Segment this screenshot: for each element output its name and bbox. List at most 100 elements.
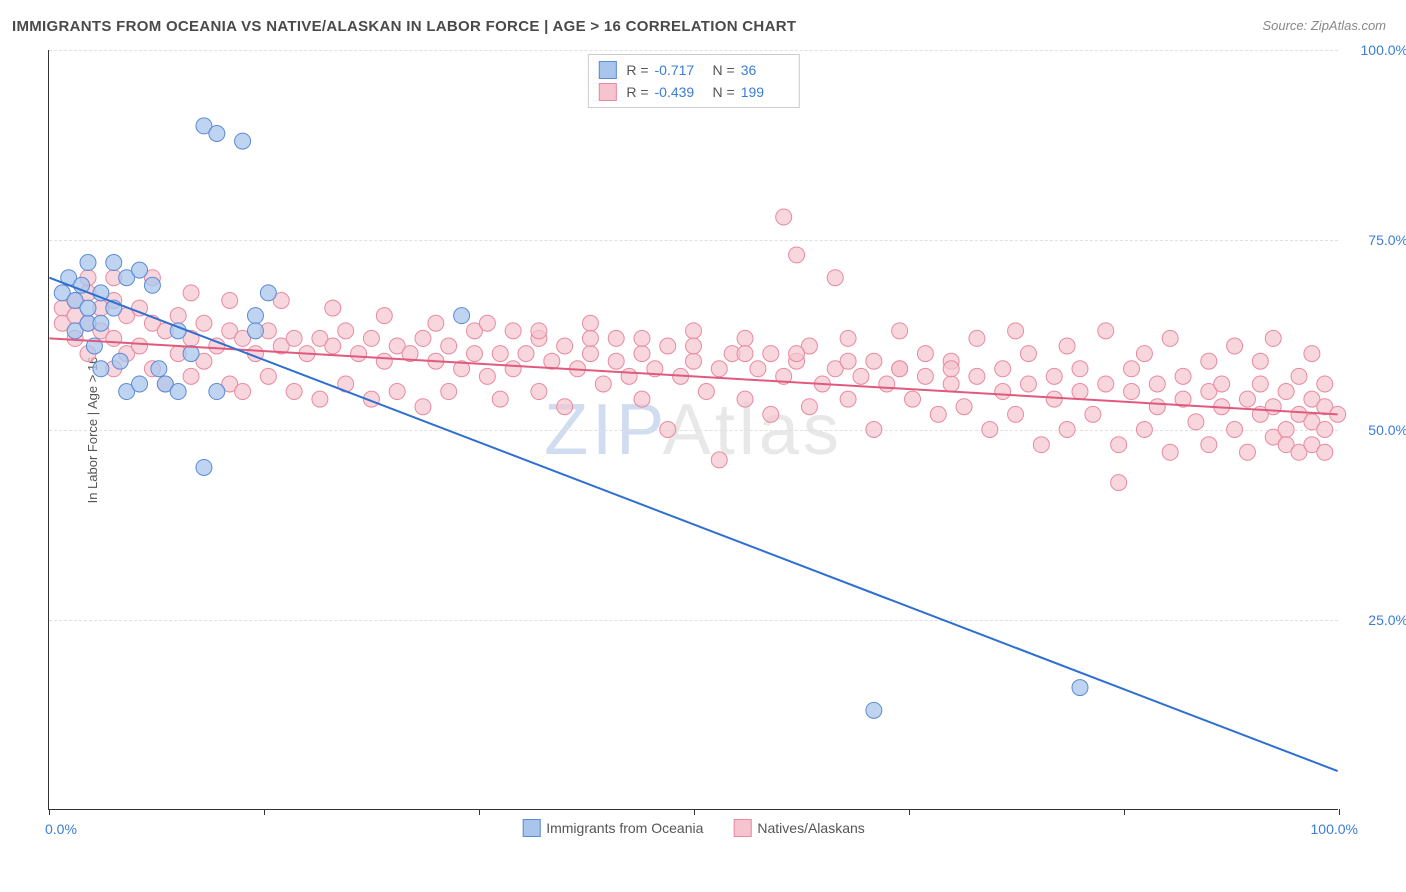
r-label-2: R = (626, 84, 648, 100)
pink-point (866, 353, 882, 369)
chart-svg (49, 50, 1338, 809)
pink-point (879, 376, 895, 392)
pink-point (930, 406, 946, 422)
blue-point (866, 702, 882, 718)
blue-n-value: 36 (741, 62, 789, 78)
pink-point (325, 300, 341, 316)
pink-point (982, 422, 998, 438)
pink-point (634, 346, 650, 362)
pink-r-value: -0.439 (655, 84, 703, 100)
pink-point (995, 361, 1011, 377)
x-axis-min-label: 0.0% (45, 821, 77, 837)
pink-point (479, 368, 495, 384)
pink-point (1124, 361, 1140, 377)
pink-point (776, 209, 792, 225)
pink-point (1278, 384, 1294, 400)
blue-point (106, 255, 122, 271)
pink-point (441, 384, 457, 400)
swatch-pink (598, 83, 616, 101)
pink-point (582, 330, 598, 346)
pink-point (376, 353, 392, 369)
swatch-pink-legend (733, 819, 751, 837)
stats-row-blue: R = -0.717 N = 36 (598, 59, 788, 81)
pink-point (608, 353, 624, 369)
blue-point (93, 361, 109, 377)
pink-point (1317, 422, 1333, 438)
pink-point (1033, 437, 1049, 453)
pink-point (557, 338, 573, 354)
blue-point (454, 308, 470, 324)
blue-point (1072, 680, 1088, 696)
bottom-legend: Immigrants from Oceania Natives/Alaskans (522, 819, 865, 837)
pink-point (801, 399, 817, 415)
pink-point (1162, 444, 1178, 460)
pink-point (789, 247, 805, 263)
pink-point (686, 353, 702, 369)
pink-point (505, 361, 521, 377)
pink-point (389, 384, 405, 400)
x-axis-max-label: 100.0% (1311, 821, 1358, 837)
y-tick-label: 75.0% (1348, 232, 1406, 248)
pink-point (518, 346, 534, 362)
pink-point (1149, 399, 1165, 415)
x-tick (264, 809, 265, 815)
blue-point (235, 133, 251, 149)
blue-point (196, 459, 212, 475)
source-attribution: Source: ZipAtlas.com (1262, 18, 1386, 33)
blue-r-value: -0.717 (655, 62, 703, 78)
pink-n-value: 199 (741, 84, 789, 100)
pink-point (441, 338, 457, 354)
blue-point (170, 384, 186, 400)
pink-point (1201, 437, 1217, 453)
blue-point (144, 277, 160, 293)
blue-point (93, 315, 109, 331)
pink-point (840, 391, 856, 407)
pink-point (827, 270, 843, 286)
pink-point (621, 368, 637, 384)
pink-point (840, 330, 856, 346)
pink-point (363, 330, 379, 346)
pink-point (763, 406, 779, 422)
pink-point (531, 384, 547, 400)
pink-point (686, 323, 702, 339)
blue-point (209, 126, 225, 142)
blue-point (247, 323, 263, 339)
y-tick-label: 25.0% (1348, 612, 1406, 628)
n-label: N = (713, 62, 735, 78)
pink-point (1059, 338, 1075, 354)
pink-point (917, 346, 933, 362)
pink-point (338, 323, 354, 339)
pink-point (479, 315, 495, 331)
pink-point (750, 361, 766, 377)
pink-point (1085, 406, 1101, 422)
pink-point (995, 384, 1011, 400)
pink-point (183, 285, 199, 301)
pink-point (969, 330, 985, 346)
pink-point (1111, 437, 1127, 453)
pink-point (428, 315, 444, 331)
stats-row-pink: R = -0.439 N = 199 (598, 81, 788, 103)
pink-point (737, 346, 753, 362)
pink-point (943, 376, 959, 392)
pink-point (737, 330, 753, 346)
pink-point (737, 391, 753, 407)
pink-point (1214, 376, 1230, 392)
pink-point (1278, 422, 1294, 438)
pink-point (595, 376, 611, 392)
pink-point (1317, 444, 1333, 460)
pink-point (492, 346, 508, 362)
pink-point (1111, 475, 1127, 491)
pink-point (608, 330, 624, 346)
pink-point (1227, 338, 1243, 354)
pink-point (531, 323, 547, 339)
pink-point (711, 361, 727, 377)
pink-point (466, 346, 482, 362)
pink-point (634, 330, 650, 346)
pink-point (1239, 391, 1255, 407)
pink-point (286, 330, 302, 346)
x-tick (1339, 809, 1340, 815)
swatch-blue (598, 61, 616, 79)
pink-point (1020, 376, 1036, 392)
pink-point (1008, 323, 1024, 339)
pink-point (1098, 323, 1114, 339)
